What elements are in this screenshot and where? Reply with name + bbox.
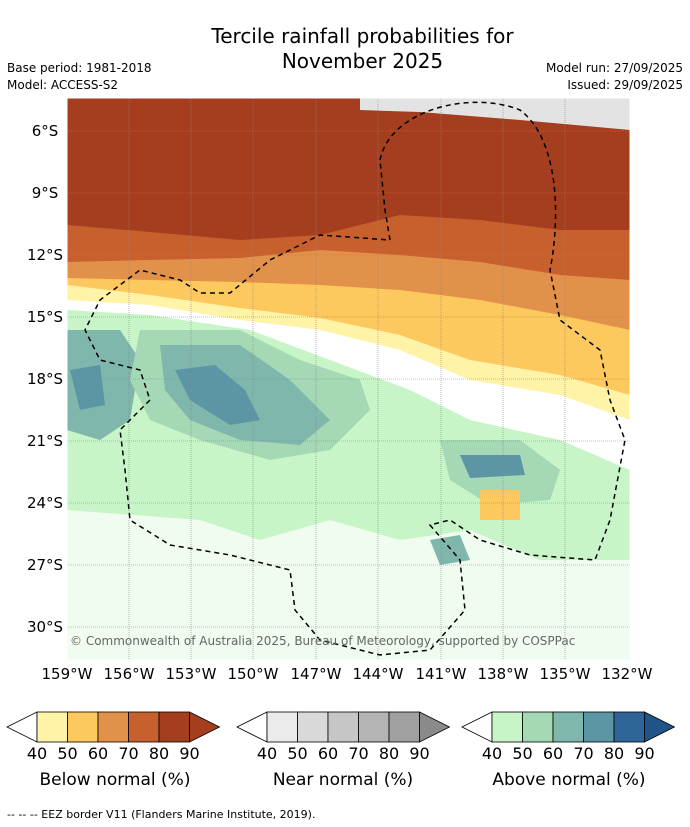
lon-label: 132°W xyxy=(601,665,653,683)
above-70-patch-south xyxy=(430,535,470,565)
legend-below-tick: 80 xyxy=(148,744,170,763)
base-period: Base period: 1981-2018 xyxy=(7,61,152,75)
legend-below-swatch xyxy=(128,711,160,743)
legend-below-tick: 40 xyxy=(26,744,48,763)
lon-label: 135°W xyxy=(539,665,591,683)
lat-label: 15°S xyxy=(26,308,64,326)
legend-near-tick: 80 xyxy=(378,744,400,763)
legend-near-max-arrow xyxy=(419,711,451,743)
meta-left: Base period: 1981-2018 Model: ACCESS-S2 xyxy=(7,60,152,94)
legend-bars xyxy=(6,711,676,743)
title-line-1: Tercile rainfall probabilities for xyxy=(211,24,514,48)
legend-below-tick: 90 xyxy=(179,744,200,763)
legend-below-tick: 50 xyxy=(57,744,78,763)
meta-right: Model run: 27/09/2025 Issued: 29/09/2025 xyxy=(546,60,683,94)
legend-near-swatch xyxy=(266,711,298,743)
legend-above-swatch xyxy=(552,711,584,743)
legend-below-swatch xyxy=(158,711,190,743)
legend-near-tick: 40 xyxy=(256,744,278,763)
legend-above-tick: 80 xyxy=(603,744,625,763)
neutral-south xyxy=(67,510,630,660)
lat-label: 9°S xyxy=(31,184,59,202)
map-credit: © Commonwealth of Australia 2025, Bureau… xyxy=(70,634,576,648)
lon-label: 138°W xyxy=(477,665,529,683)
title-line-2: November 2025 xyxy=(281,49,444,73)
legend-above-tick: 90 xyxy=(634,744,655,763)
chart-title: Tercile rainfall probabilities for Novem… xyxy=(0,24,690,74)
gridlines xyxy=(67,98,630,660)
legend-above-max-arrow xyxy=(644,711,676,743)
eez-border xyxy=(84,101,626,656)
legend-near-tick: 90 xyxy=(409,744,430,763)
legend-near-swatch xyxy=(358,711,390,743)
lon-label: 153°W xyxy=(165,665,217,683)
lon-label: 141°W xyxy=(415,665,467,683)
legend-above-swatch xyxy=(491,711,523,743)
lon-label: 144°W xyxy=(352,665,404,683)
legend-above-swatch xyxy=(613,711,645,743)
legend-near-tick: 70 xyxy=(348,744,369,763)
legend-above-tick: 50 xyxy=(512,744,533,763)
map-fill xyxy=(67,98,630,660)
below-80 xyxy=(67,98,630,240)
legend-below-tick: 60 xyxy=(87,744,109,763)
map-frame xyxy=(66,97,631,661)
legend-above-tick: 70 xyxy=(573,744,594,763)
above-80-east xyxy=(460,455,525,478)
legend-above-swatch xyxy=(583,711,615,743)
near-normal-patch xyxy=(360,98,630,130)
legend-above-min-arrow xyxy=(461,711,493,743)
lat-label: 21°S xyxy=(26,432,64,450)
legend-label-near: Near normal (%) xyxy=(272,770,414,790)
above-70-west xyxy=(67,330,140,440)
legend-below-max-arrow xyxy=(189,711,221,743)
model-run: Model run: 27/09/2025 xyxy=(545,61,683,75)
legend-above-tick: 40 xyxy=(481,744,503,763)
above-80-west xyxy=(70,365,105,410)
below-50-patch-east xyxy=(480,490,520,520)
legend-below-tick: 70 xyxy=(118,744,139,763)
legend-label-above: Above normal (%) xyxy=(492,770,646,790)
lon-label: 150°W xyxy=(227,665,279,683)
legend-near-min-arrow xyxy=(236,711,268,743)
legend-near-tick: 50 xyxy=(287,744,308,763)
legend-below-swatch xyxy=(67,711,99,743)
above-80-center xyxy=(175,365,260,425)
legend-near-tick: 60 xyxy=(317,744,339,763)
lat-label: 24°S xyxy=(26,494,64,512)
lat-label: 6°S xyxy=(31,122,59,140)
lat-label: 30°S xyxy=(26,618,64,636)
legend-near-swatch xyxy=(327,711,359,743)
lat-label: 12°S xyxy=(26,246,64,264)
legend-below-swatch xyxy=(36,711,68,743)
legend-near-swatch xyxy=(297,711,329,743)
lat-label: 27°S xyxy=(26,556,64,574)
legend-near-swatch xyxy=(388,711,420,743)
lat-label: 18°S xyxy=(26,370,64,388)
footer-note: -- -- -- EEZ border V11 (Flanders Marine… xyxy=(7,808,316,821)
legend-above-swatch xyxy=(522,711,554,743)
model-name: Model: ACCESS-S2 xyxy=(7,78,119,92)
lon-label: 159°W xyxy=(41,665,93,683)
legend-label-below: Below normal (%) xyxy=(39,770,191,790)
issued-date: Issued: 29/09/2025 xyxy=(567,78,683,92)
lon-label: 147°W xyxy=(290,665,342,683)
lon-label: 156°W xyxy=(103,665,155,683)
legend-above-tick: 60 xyxy=(542,744,564,763)
legend-below-min-arrow xyxy=(6,711,38,743)
legend-below-swatch xyxy=(97,711,129,743)
